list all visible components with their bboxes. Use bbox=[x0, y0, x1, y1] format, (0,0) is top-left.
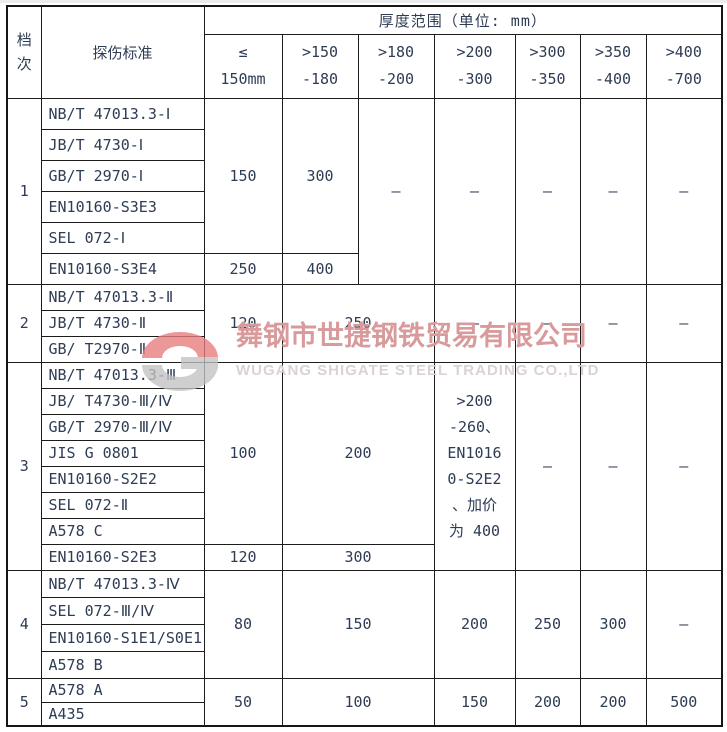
value-cell: 80 bbox=[203, 569, 283, 679]
standard-cell: EN10160-S2E3 bbox=[40, 543, 205, 571]
value-cell: 300 bbox=[579, 569, 647, 679]
grade-cell: 2 bbox=[6, 283, 42, 363]
standard-cell: A578 B bbox=[40, 650, 205, 679]
dash-cell: – bbox=[514, 97, 581, 285]
standard-cell: SEL 072-Ⅰ bbox=[40, 221, 205, 254]
value-cell: 300 bbox=[281, 97, 359, 254]
dash-cell: – bbox=[645, 569, 723, 679]
table-row: SEL 072-Ⅱ bbox=[7, 491, 722, 519]
value-cell: 250 bbox=[514, 569, 581, 679]
table-row: JB/T 4730-Ⅱ bbox=[7, 309, 722, 337]
dash-cell: – bbox=[579, 283, 647, 363]
value-cell: 200 bbox=[579, 677, 647, 727]
value-cell: 100 bbox=[281, 677, 435, 727]
header-grade-label: 档 次 bbox=[16, 31, 32, 74]
standard-cell: NB/T 47013.3-Ⅲ bbox=[40, 361, 205, 389]
table-row: EN10160-S1E1/S0E1 bbox=[7, 623, 722, 652]
standard-cell: EN10160-S2E2 bbox=[40, 465, 205, 493]
standard-cell: JB/ T4730-Ⅲ/Ⅳ bbox=[40, 387, 205, 415]
standard-cell: SEL 072-Ⅱ bbox=[40, 491, 205, 519]
standard-cell: GB/T 2970-Ⅰ bbox=[40, 159, 205, 192]
dash-cell: – bbox=[433, 97, 516, 285]
header-range-200-300: >200 -300 bbox=[433, 33, 516, 99]
dash-cell: – bbox=[645, 97, 723, 285]
header-thickness-title: 厚度范围（单位: mm） bbox=[203, 5, 723, 35]
table-row: A435 bbox=[7, 701, 722, 727]
value-cell: 100 bbox=[203, 361, 283, 545]
value-cell: 200 bbox=[281, 361, 435, 545]
header-standard: 探伤标准 bbox=[40, 5, 205, 99]
header-range-150-180: >150 -180 bbox=[281, 33, 359, 99]
standard-cell: EN10160-S3E4 bbox=[40, 252, 205, 285]
table-row: GB/T 2970-Ⅰ bbox=[7, 159, 722, 192]
value-cell: 150 bbox=[433, 677, 516, 727]
table-row: EN10160-S2E3 120 300 bbox=[7, 543, 722, 571]
value-cell: 50 bbox=[203, 677, 283, 727]
dash-cell: – bbox=[645, 283, 723, 363]
grade-cell: 5 bbox=[6, 677, 42, 727]
header-range-180-200: >180 -200 bbox=[357, 33, 435, 99]
value-cell: 250 bbox=[281, 283, 435, 363]
dash-cell: – bbox=[645, 361, 723, 571]
table-row: EN10160-S3E4 250 400 bbox=[7, 252, 722, 285]
table-row: A578 B bbox=[7, 650, 722, 679]
value-cell: 300 bbox=[281, 543, 435, 571]
table-row: EN10160-S2E2 bbox=[7, 465, 722, 493]
table-row: 2 NB/T 47013.3-Ⅱ 120 250 – – – – bbox=[6, 283, 723, 363]
table-row: GB/T 2970-Ⅲ/Ⅳ bbox=[7, 413, 722, 441]
standard-cell: EN10160-S3E3 bbox=[40, 190, 205, 223]
page-top-strip bbox=[0, 0, 727, 3]
value-cell: 500 bbox=[645, 677, 723, 727]
table-row: SEL 072-Ⅰ bbox=[7, 221, 722, 254]
table-row: 4 NB/T 47013.3-Ⅳ 80 150 200 250 300 – bbox=[6, 569, 723, 679]
table-row: 1 NB/T 47013.3-Ⅰ 150 300 – – – – – bbox=[6, 97, 723, 285]
value-cell: 150 bbox=[203, 97, 283, 254]
standard-cell: SEL 072-Ⅲ/Ⅳ bbox=[40, 596, 205, 625]
dash-cell: – bbox=[433, 283, 516, 363]
surcharge-note-cell: >200 -260、 EN1016 0-S2E2 、加价 为 400 bbox=[433, 361, 516, 571]
header-grade: 档 次 bbox=[6, 5, 42, 99]
dash-cell: – bbox=[514, 361, 581, 571]
table-row: JIS G 0801 bbox=[7, 439, 722, 467]
dash-cell: – bbox=[514, 283, 581, 363]
header-range-le150: ≤150mm bbox=[203, 33, 283, 99]
table-row: JB/ T4730-Ⅲ/Ⅳ bbox=[7, 387, 722, 415]
header-range-300-350: >300 -350 bbox=[514, 33, 581, 99]
dash-cell: – bbox=[579, 97, 647, 285]
standard-cell: A578 A bbox=[40, 677, 205, 703]
standard-cell: GB/T 2970-Ⅲ/Ⅳ bbox=[40, 413, 205, 441]
grade-cell: 3 bbox=[6, 361, 42, 571]
dash-cell: – bbox=[357, 97, 435, 285]
standard-cell: NB/T 47013.3-Ⅰ bbox=[40, 97, 205, 130]
standard-cell: JIS G 0801 bbox=[40, 439, 205, 467]
value-cell: 120 bbox=[203, 283, 283, 363]
standard-cell: JB/T 4730-Ⅱ bbox=[40, 309, 205, 337]
table-row: 3 NB/T 47013.3-Ⅲ 100 200 >200 -260、 EN10… bbox=[6, 361, 723, 571]
value-cell: 120 bbox=[203, 543, 283, 571]
table-row: A578 C bbox=[7, 517, 722, 545]
grade-cell: 4 bbox=[6, 569, 42, 679]
standard-cell: A435 bbox=[40, 701, 205, 727]
standard-cell: GB/ T2970-Ⅱ bbox=[40, 335, 205, 363]
value-cell: 200 bbox=[433, 569, 516, 679]
value-cell: 150 bbox=[281, 569, 435, 679]
header-range-400-700: >400 -700 bbox=[645, 33, 723, 99]
value-cell: 400 bbox=[281, 252, 359, 285]
standard-cell: A578 C bbox=[40, 517, 205, 545]
standard-cell: NB/T 47013.3-Ⅱ bbox=[40, 283, 205, 311]
header-range-350-400: >350 -400 bbox=[579, 33, 647, 99]
standard-cell: JB/T 4730-Ⅰ bbox=[40, 128, 205, 161]
standard-cell: NB/T 47013.3-Ⅳ bbox=[40, 569, 205, 598]
value-cell: 200 bbox=[514, 677, 581, 727]
table-row: 5 A578 A 50 100 150 200 200 500 bbox=[6, 677, 723, 727]
table-row: JB/T 4730-Ⅰ bbox=[7, 128, 722, 161]
standard-cell: EN10160-S1E1/S0E1 bbox=[40, 623, 205, 652]
flaw-detection-price-table: 档 次 探伤标准 厚度范围（单位: mm） ≤150mm >150 -180 >1… bbox=[6, 5, 724, 727]
dash-cell: – bbox=[579, 361, 647, 571]
grade-cell: 1 bbox=[6, 97, 42, 285]
value-cell: 250 bbox=[203, 252, 283, 285]
